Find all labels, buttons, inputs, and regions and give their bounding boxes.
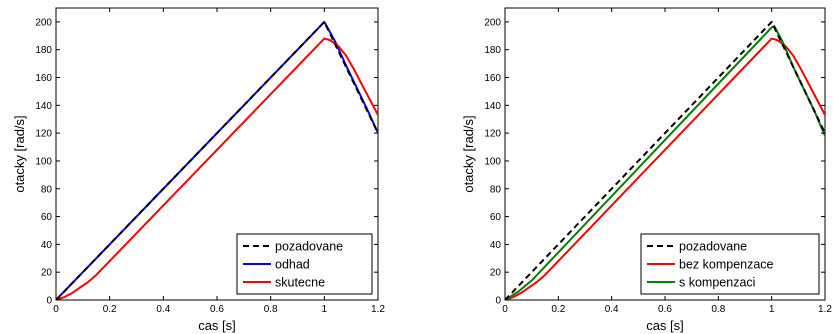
chart-2: 0 0.2 0.4 0.6 0.8 1 1.2 0 20 40 60 80 100 120 140 160 18…: [461, 7, 832, 333]
chart-1: 0 0.2 0.4 0.6 0.8 1 1.2 0 20 40 60 80 100 120 140 160 18…: [12, 7, 385, 333]
x-tick-label: 0.2: [551, 304, 565, 315]
y-tick-label: 180: [484, 45, 501, 56]
y-tick-label: 40: [490, 240, 502, 251]
y-tick-label: 160: [484, 73, 501, 84]
x-tick-label: 1: [769, 304, 775, 315]
legend-entry: bez kompenzace: [679, 258, 774, 272]
y-tick-label: 60: [490, 212, 502, 223]
y-tick-label: 20: [41, 268, 53, 279]
y-tick-label: 160: [35, 73, 52, 84]
legend-entry: skutecne: [275, 276, 325, 290]
x-tick-label: 0: [502, 304, 508, 315]
y-axis-label: otacky [rad/s]: [12, 115, 27, 192]
y-tick-label: 120: [35, 129, 52, 140]
y-tick-label: 40: [41, 240, 53, 251]
y-tick-label: 180: [35, 45, 52, 56]
y-tick-label: 80: [490, 184, 502, 195]
legend-entry: odhad: [275, 258, 310, 272]
y-axis-label: otacky [rad/s]: [461, 115, 476, 192]
legend-entry: pozadovane: [275, 240, 343, 254]
x-axis-label: cas [s]: [198, 318, 236, 333]
series-line-skutecne: [56, 37, 378, 300]
x-axis-label: cas [s]: [646, 318, 684, 333]
series-group: [56, 20, 378, 300]
y-tick-label: 140: [484, 101, 501, 112]
x-tick-label: 0.2: [103, 304, 117, 315]
legend: pozadovane odhad skutecne: [236, 233, 373, 295]
series-line-pozadovane: [505, 20, 825, 300]
x-tick-label: 0.4: [156, 304, 170, 315]
x-tick-label: 0: [53, 304, 59, 315]
y-tick-label: 0: [46, 296, 52, 307]
x-tick-label: 0.6: [658, 304, 672, 315]
x-tick-label: 1.2: [371, 304, 385, 315]
y-tick-label: 140: [35, 101, 52, 112]
legend-entry: s kompenzaci: [679, 276, 755, 290]
y-tick-label: 120: [484, 129, 501, 140]
x-tick-label: 1: [322, 304, 328, 315]
legend: pozadovane bez kompenzace s kompenzaci: [640, 233, 820, 295]
y-tick-label: 0: [495, 296, 501, 307]
x-tick-label: 0.6: [210, 304, 224, 315]
y-tick-label: 200: [35, 17, 52, 28]
x-tick-label: 0.4: [605, 304, 619, 315]
x-tick-label: 0.8: [711, 304, 725, 315]
legend-entry: pozadovane: [679, 240, 747, 254]
y-tick-label: 100: [484, 156, 501, 167]
series-group: [505, 20, 825, 300]
y-tick-label: 60: [41, 212, 53, 223]
x-tick-label: 1.2: [818, 304, 832, 315]
series-line-bez-kompenzace: [505, 37, 825, 300]
y-tick-label: 80: [41, 184, 53, 195]
y-tick-label: 20: [490, 268, 502, 279]
y-tick-label: 200: [484, 17, 501, 28]
y-tick-label: 100: [35, 156, 52, 167]
x-tick-label: 0.8: [264, 304, 278, 315]
